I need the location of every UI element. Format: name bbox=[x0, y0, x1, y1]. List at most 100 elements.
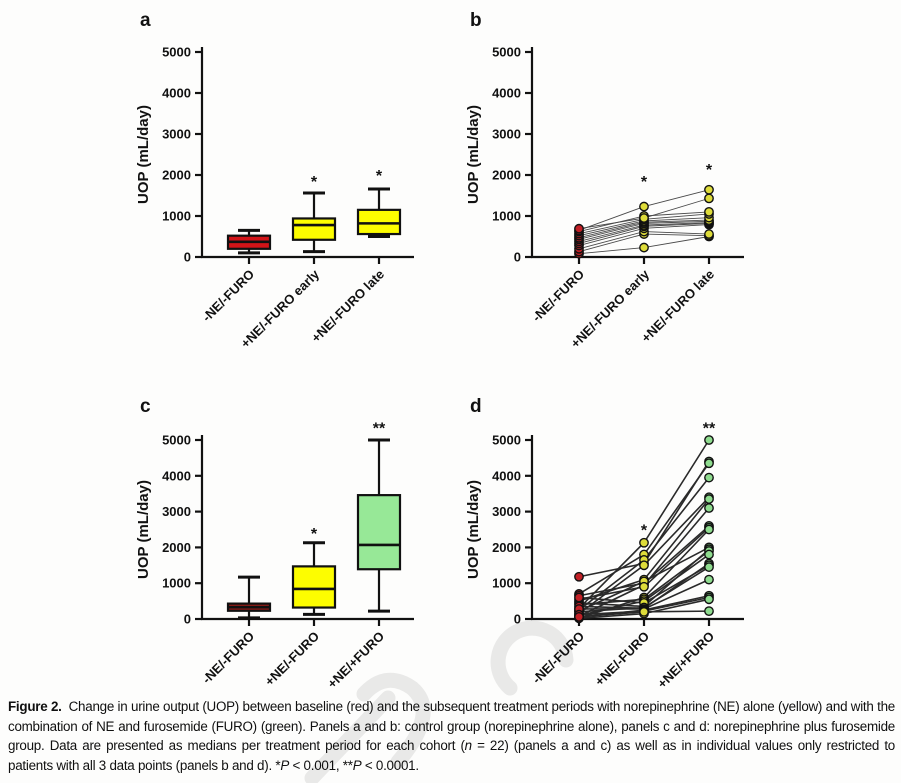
significance-marker: ** bbox=[373, 420, 386, 437]
data-point bbox=[639, 537, 649, 548]
x-category-label: +NE/-FURO bbox=[592, 629, 652, 689]
box-plot bbox=[356, 187, 402, 238]
data-point bbox=[704, 435, 714, 445]
data-point bbox=[704, 458, 714, 469]
y-tick-label: 0 bbox=[514, 250, 521, 265]
significance-marker: * bbox=[311, 174, 318, 191]
box-plot bbox=[226, 228, 272, 255]
data-point bbox=[574, 592, 584, 603]
y-tick-label: 3000 bbox=[492, 127, 521, 142]
y-axis-label: UOP (mL/day) bbox=[135, 480, 152, 579]
y-tick-label: 0 bbox=[514, 612, 521, 627]
x-category-label: -NE/-FURO bbox=[199, 629, 257, 687]
x-category-label: -NE/-FURO bbox=[529, 267, 587, 325]
y-tick-label: 1000 bbox=[492, 209, 521, 224]
data-point bbox=[704, 193, 714, 204]
figure-caption-p2: P bbox=[352, 757, 362, 773]
significance-marker: * bbox=[311, 526, 318, 543]
y-tick-label: 3000 bbox=[162, 504, 191, 519]
data-point bbox=[704, 229, 714, 239]
paired-scatter-chart-d: 0 1000 2000 3000 4000 5000 UOP (mL/day) -NE/-FU… bbox=[465, 420, 744, 692]
data-point bbox=[639, 213, 649, 223]
paired-scatter-chart-b: 0 1000 2000 3000 4000 5000 UOP (mL/day) -NE/-FU… bbox=[465, 45, 744, 351]
significance-marker: ** bbox=[703, 420, 716, 437]
data-point bbox=[639, 560, 649, 571]
y-axis-label: UOP (mL/day) bbox=[465, 480, 482, 579]
box-plot bbox=[291, 541, 337, 616]
panel-c: c 0 1000 2000 3000 4000 5000 UOP (mL/day) -NE/-… bbox=[118, 370, 468, 722]
x-category-label: -NE/-FURO bbox=[199, 267, 257, 325]
y-tick-label: 2000 bbox=[492, 540, 521, 555]
y-tick-label: 4000 bbox=[492, 468, 521, 483]
box-plot bbox=[291, 191, 337, 254]
y-tick-label: 3000 bbox=[492, 504, 521, 519]
data-point bbox=[639, 201, 649, 212]
data-point bbox=[704, 494, 714, 504]
significance-marker: * bbox=[641, 522, 648, 539]
data-point bbox=[704, 184, 714, 195]
figure-caption-p1: P bbox=[280, 757, 290, 773]
x-category-label: -NE/-FURO bbox=[529, 629, 587, 687]
figure-caption-n: n bbox=[464, 738, 472, 754]
y-axis-label: UOP (mL/day) bbox=[135, 105, 152, 204]
y-tick-label: 3000 bbox=[162, 127, 191, 142]
y-tick-label: 4000 bbox=[492, 86, 521, 101]
panel-a: a 0 1000 2000 3000 4000 5000 UOP (mL/day) -NE/-… bbox=[118, 8, 468, 360]
significance-marker: * bbox=[641, 174, 648, 191]
y-tick-label: 2000 bbox=[162, 168, 191, 183]
figure-caption: Figure 2. Change in urine output (UOP) be… bbox=[8, 697, 895, 775]
x-category-label: +NE/+FURO bbox=[654, 629, 717, 692]
significance-marker: * bbox=[376, 168, 383, 185]
data-point bbox=[639, 242, 649, 253]
y-tick-label: 2000 bbox=[492, 168, 521, 183]
data-point bbox=[704, 206, 714, 217]
y-tick-label: 1000 bbox=[162, 576, 191, 591]
data-point bbox=[574, 571, 584, 582]
box-iqr bbox=[356, 494, 402, 571]
box-plot bbox=[226, 575, 272, 620]
data-point bbox=[704, 606, 714, 617]
panel-letter-d: d bbox=[470, 396, 482, 417]
significance-marker: * bbox=[706, 162, 713, 179]
y-tick-label: 2000 bbox=[162, 540, 191, 555]
panel-b: b 0 1000 2000 3000 4000 5000 UOP (mL/day) -NE/-… bbox=[448, 8, 798, 360]
data-point bbox=[639, 606, 649, 617]
data-point bbox=[704, 472, 714, 483]
y-tick-label: 5000 bbox=[492, 433, 521, 448]
data-point bbox=[574, 611, 584, 622]
box-iqr bbox=[291, 217, 337, 241]
figure-caption-text: = 22) (panels a and c) as well as in ind… bbox=[8, 738, 896, 773]
axes bbox=[195, 435, 414, 626]
y-tick-label: 5000 bbox=[492, 45, 521, 60]
figure-caption-text: < 0.0001. bbox=[361, 757, 419, 773]
box-iqr bbox=[356, 208, 402, 236]
panel-letter-c: c bbox=[140, 396, 151, 417]
y-tick-label: 4000 bbox=[162, 86, 191, 101]
panel-d: d 0 1000 2000 3000 4000 5000 UOP (mL/day) -NE/-… bbox=[448, 370, 798, 722]
data-point bbox=[639, 581, 649, 592]
box-plot bbox=[356, 438, 402, 613]
axes bbox=[195, 47, 414, 264]
box-plot-chart-a: 0 1000 2000 3000 4000 5000 UOP (mL/day) -NE/-FU… bbox=[135, 45, 414, 351]
y-tick-label: 4000 bbox=[162, 468, 191, 483]
figure-caption-label: Figure 2. bbox=[8, 699, 62, 714]
box-iqr bbox=[291, 565, 337, 609]
data-point bbox=[704, 503, 714, 513]
y-tick-label: 0 bbox=[184, 250, 191, 265]
y-tick-label: 5000 bbox=[162, 45, 191, 60]
data-point bbox=[704, 524, 714, 535]
axes bbox=[525, 435, 744, 626]
figure-caption-text: Change in urine output (UOP) between bas… bbox=[8, 699, 895, 754]
x-category-label: +NE/-FURO bbox=[262, 629, 322, 689]
data-point bbox=[574, 223, 584, 234]
y-tick-label: 5000 bbox=[162, 433, 191, 448]
data-point bbox=[704, 562, 714, 572]
y-tick-label: 1000 bbox=[492, 576, 521, 591]
box-plot-chart-c: 0 1000 2000 3000 4000 5000 UOP (mL/day) -NE/-FU… bbox=[135, 420, 414, 692]
x-category-label: +NE/+FURO bbox=[324, 629, 387, 692]
data-point bbox=[704, 549, 714, 560]
data-point bbox=[704, 574, 714, 585]
data-point bbox=[704, 594, 714, 605]
y-axis-label: UOP (mL/day) bbox=[465, 105, 482, 204]
